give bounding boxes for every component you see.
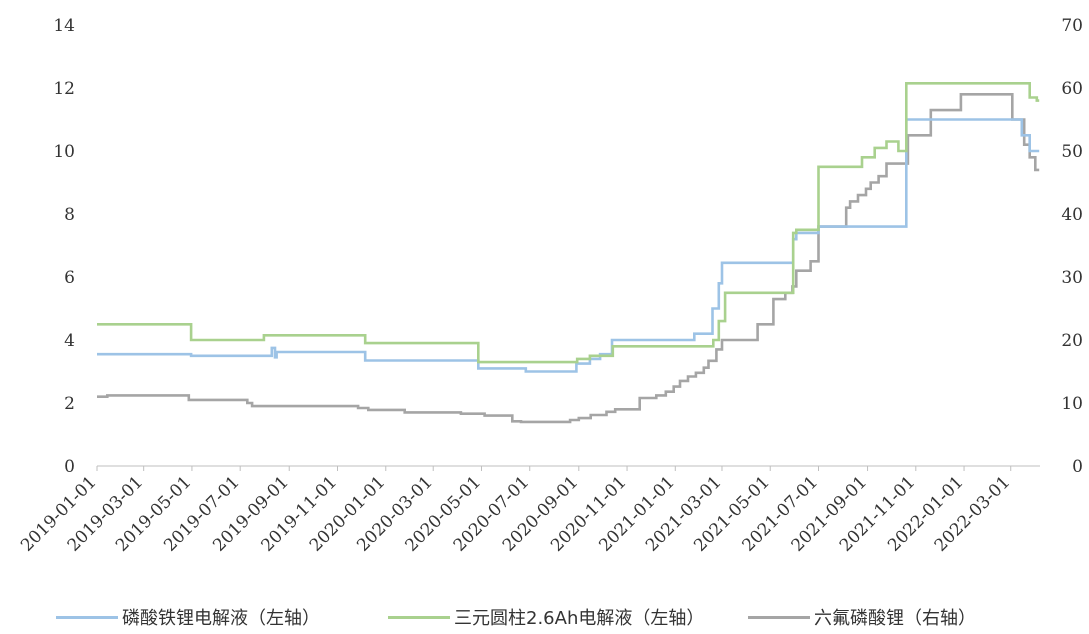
y-right-tick-label: 0	[1072, 457, 1083, 477]
series-line-1	[97, 82, 1040, 364]
y-left-tick-label: 0	[64, 457, 75, 477]
legend-swatch-lipf6	[748, 615, 810, 619]
legend-item-lfp: 磷酸铁锂电解液（左轴）	[56, 604, 320, 630]
legend: 磷酸铁锂电解液（左轴） 三元圆柱2.6Ah电解液（左轴） 六氟磷酸锂（右轴）	[0, 604, 1089, 632]
legend-label-lfp: 磷酸铁锂电解液（左轴）	[122, 608, 320, 629]
legend-label-ncm: 三元圆柱2.6Ah电解液（左轴）	[454, 608, 705, 629]
legend-swatch-lfp	[56, 615, 118, 619]
y-right-tick-label: 60	[1061, 79, 1083, 99]
y-left-tick-label: 8	[64, 205, 75, 225]
legend-label-lipf6: 六氟磷酸锂（右轴）	[814, 608, 976, 629]
y-right-tick-label: 30	[1061, 268, 1083, 288]
y-right-tick-label: 20	[1061, 331, 1083, 351]
series-line-0	[97, 118, 1040, 373]
y-left-tick-label: 6	[64, 268, 75, 288]
y-right-tick-label: 70	[1061, 16, 1083, 36]
y-left-tick-label: 4	[64, 331, 75, 351]
y-right-tick-label: 40	[1061, 205, 1083, 225]
x-axis-ticks: 2019-01-012019-03-012019-05-012019-07-01…	[17, 466, 1014, 556]
legend-item-ncm: 三元圆柱2.6Ah电解液（左轴）	[388, 604, 704, 630]
y-left-tick-label: 14	[53, 16, 75, 36]
series-layer	[97, 82, 1040, 424]
y-right-tick-label: 50	[1061, 142, 1083, 162]
left-y-axis-ticks: 0 2 4 6 8 10 12 14	[53, 16, 75, 477]
legend-item-lipf6: 六氟磷酸锂（右轴）	[748, 604, 976, 630]
legend-swatch-ncm	[388, 615, 450, 619]
y-left-tick-label: 2	[64, 394, 75, 414]
right-y-axis-ticks: 0 10 20 30 40 50 60 70	[1061, 16, 1083, 477]
y-right-tick-label: 10	[1061, 394, 1083, 414]
series-line-2	[97, 93, 1040, 424]
y-left-tick-label: 12	[53, 79, 75, 99]
y-left-tick-label: 10	[53, 142, 75, 162]
